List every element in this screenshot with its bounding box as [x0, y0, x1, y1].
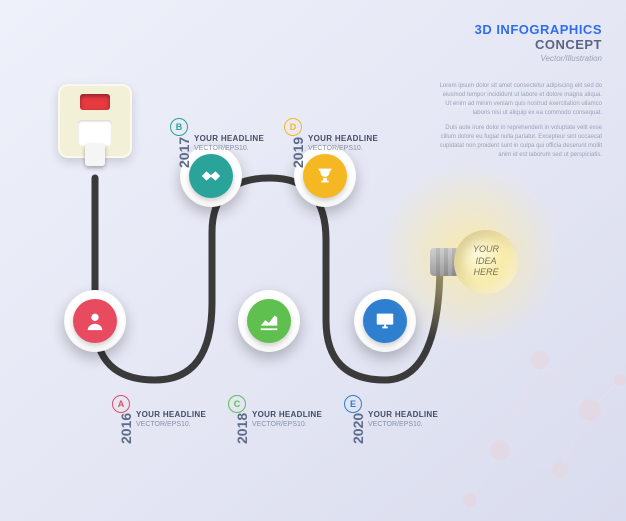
- sub-text: VECTOR/EPS10.: [308, 145, 404, 152]
- person-icon: [73, 299, 117, 343]
- sub-text: VECTOR/EPS10.: [194, 145, 290, 152]
- molecule-bg: [0, 0, 626, 521]
- info-block-a: 2016YOUR HEADLINEVECTOR/EPS10.: [122, 410, 232, 428]
- headline-text: YOUR HEADLINE: [368, 410, 464, 419]
- power-outlet: [58, 84, 132, 158]
- timeline-node-e: [354, 290, 416, 352]
- headline-text: YOUR HEADLINE: [136, 410, 232, 419]
- year-label: 2016: [118, 413, 134, 444]
- bulb-text: YOUR IDEA HERE: [454, 244, 518, 279]
- sub-text: VECTOR/EPS10.: [368, 421, 464, 428]
- infographic-canvas: 3D INFOGRAPHICS CONCEPT Vector/Illustrat…: [0, 0, 626, 521]
- sub-text: VECTOR/EPS10.: [252, 421, 348, 428]
- info-block-b: 2017YOUR HEADLINEVECTOR/EPS10.: [180, 134, 290, 152]
- sub-text: VECTOR/EPS10.: [136, 421, 232, 428]
- year-label: 2019: [290, 137, 306, 168]
- info-block-d: 2019YOUR HEADLINEVECTOR/EPS10.: [294, 134, 404, 152]
- header-meta: Vector/Illustration: [475, 54, 602, 63]
- headline-text: YOUR HEADLINE: [252, 410, 348, 419]
- handshake-icon: [189, 154, 233, 198]
- lorem-p1: Lorem ipsum dolor sit amet consectetur a…: [437, 82, 602, 118]
- year-label: 2017: [176, 137, 192, 168]
- headline-text: YOUR HEADLINE: [308, 134, 404, 143]
- bulb-line3: HERE: [454, 267, 518, 279]
- year-label: 2020: [350, 413, 366, 444]
- chart-up-icon: [247, 299, 291, 343]
- bulb-ring: [444, 248, 448, 276]
- lorem-block: Lorem ipsum dolor sit amet consectetur a…: [437, 82, 602, 166]
- trophy-icon: [303, 154, 347, 198]
- timeline-node-c: [238, 290, 300, 352]
- outlet-switch: [80, 94, 110, 110]
- info-block-e: 2020YOUR HEADLINEVECTOR/EPS10.: [354, 410, 464, 428]
- header-block: 3D INFOGRAPHICS CONCEPT Vector/Illustrat…: [475, 22, 602, 63]
- header-title: 3D INFOGRAPHICS: [475, 22, 602, 37]
- monitor-icon: [363, 299, 407, 343]
- bulb-line2: IDEA: [454, 256, 518, 268]
- outlet-socket: [78, 120, 112, 146]
- bulb-ring: [436, 248, 440, 276]
- timeline-node-a: [64, 290, 126, 352]
- headline-text: YOUR HEADLINE: [194, 134, 290, 143]
- header-subtitle: CONCEPT: [475, 37, 602, 52]
- plug: [85, 144, 105, 166]
- year-label: 2018: [234, 413, 250, 444]
- light-bulb: YOUR IDEA HERE: [430, 230, 518, 294]
- bulb-line1: YOUR: [454, 244, 518, 256]
- lorem-p2: Duis aute irure dolor in reprehenderit i…: [437, 124, 602, 160]
- info-block-c: 2018YOUR HEADLINEVECTOR/EPS10.: [238, 410, 348, 428]
